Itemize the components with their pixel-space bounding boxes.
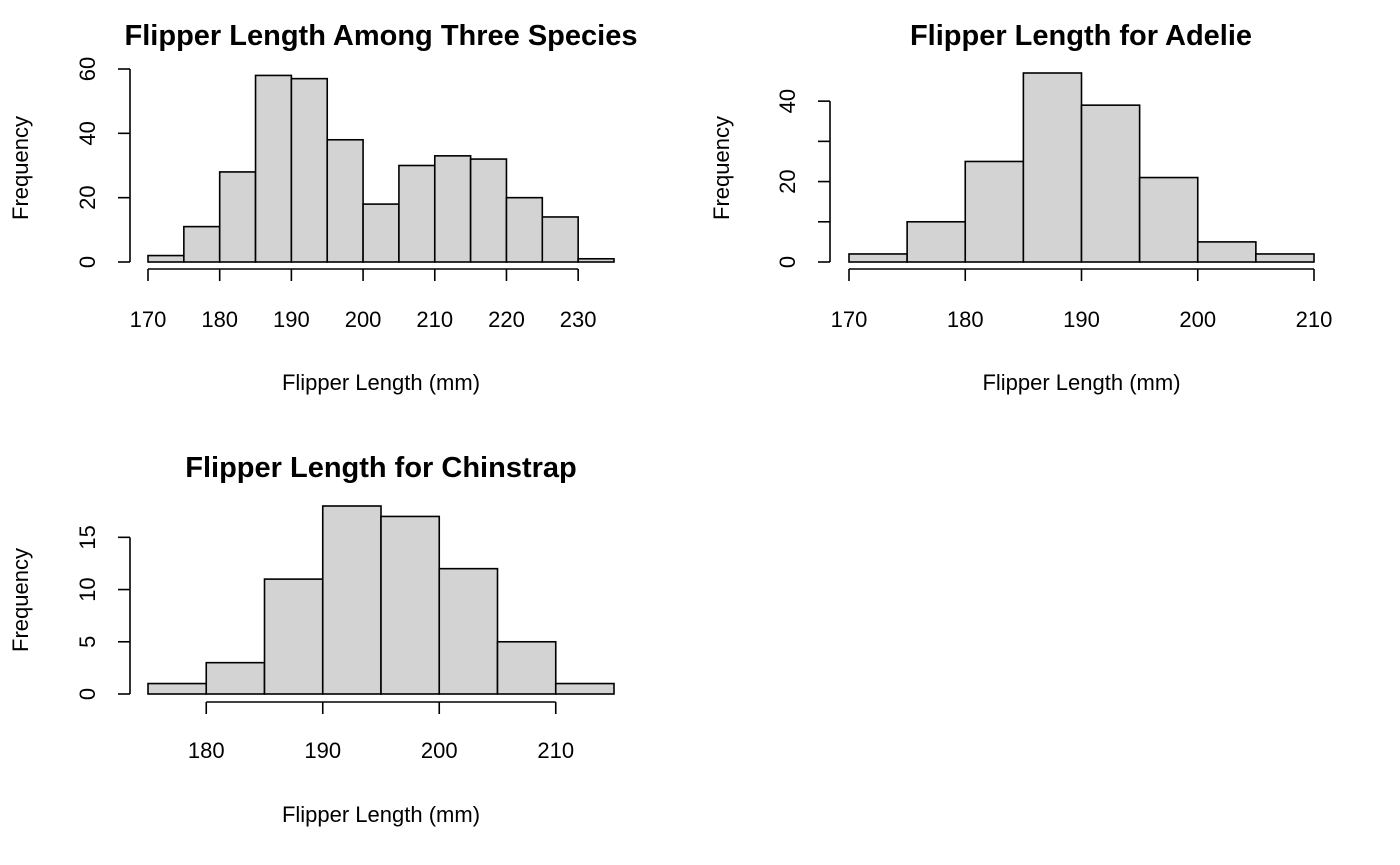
x-tick-label: 200 <box>345 307 382 332</box>
x-tick-label: 180 <box>201 307 238 332</box>
x-tick-label: 220 <box>488 307 525 332</box>
x-tick-label: 210 <box>416 307 453 332</box>
histogram-bar <box>496 640 557 695</box>
histogram-bar <box>380 515 441 695</box>
x-tick-label: 170 <box>130 307 167 332</box>
chart-title: Flipper Length Among Three Species <box>125 20 638 52</box>
histogram-bar <box>147 682 208 695</box>
histogram-bar <box>1022 72 1083 263</box>
histogram-bar <box>848 253 908 263</box>
histogram-bar <box>433 155 472 263</box>
histogram-bar <box>183 225 221 263</box>
y-tick-label: 0 <box>75 256 100 268</box>
y-axis-label: Frequency <box>8 116 33 220</box>
histogram-bar <box>469 158 508 263</box>
y-axis-label: Frequency <box>8 548 33 652</box>
x-axis-label: Flipper Length (mm) <box>982 370 1180 395</box>
histogram-bar <box>1196 241 1257 263</box>
y-tick-label: 5 <box>75 636 100 648</box>
x-tick-label: 190 <box>1063 307 1100 332</box>
x-tick-label: 190 <box>273 307 310 332</box>
histogram-bar <box>398 164 436 263</box>
x-tick-label: 210 <box>1296 307 1333 332</box>
chart-title: Flipper Length for Adelie <box>910 20 1252 52</box>
histogram-bar <box>505 196 544 263</box>
histogram-bar <box>147 254 185 263</box>
x-tick-label: 180 <box>188 738 225 763</box>
y-tick-label: 20 <box>775 169 800 193</box>
x-tick-label: 210 <box>537 738 574 763</box>
x-tick-label: 190 <box>304 738 341 763</box>
histogram-bar <box>1255 253 1315 263</box>
histogram-bar <box>362 203 400 263</box>
histogram-bar <box>1080 104 1141 263</box>
histogram-bar <box>254 74 293 263</box>
y-tick-label: 0 <box>75 688 100 700</box>
histogram-bar <box>1138 176 1199 263</box>
histogram-bar <box>290 77 329 263</box>
histogram-bar <box>263 578 324 695</box>
chart-title: Flipper Length for Chinstrap <box>185 452 577 484</box>
x-tick-label: 200 <box>1179 307 1216 332</box>
y-tick-label: 20 <box>75 185 100 209</box>
histogram-bar <box>438 567 499 695</box>
y-tick-label: 40 <box>775 89 800 113</box>
x-tick-label: 180 <box>947 307 984 332</box>
histogram-bar <box>541 216 579 263</box>
y-tick-label: 0 <box>775 256 800 268</box>
y-tick-label: 15 <box>75 525 100 549</box>
histogram-bar <box>906 220 967 263</box>
histogram-bar <box>964 160 1025 263</box>
histogram-bar <box>205 661 266 695</box>
y-axis-label: Frequency <box>709 116 734 220</box>
histogram-bar <box>321 505 382 695</box>
x-tick-label: 200 <box>421 738 458 763</box>
histogram-bar <box>326 138 364 263</box>
y-tick-label: 60 <box>75 57 100 81</box>
histogram-bar <box>577 257 615 263</box>
x-axis-label: Flipper Length (mm) <box>282 802 480 827</box>
histogram-panel-1: Flipper Length Among Three Species 170 180… <box>8 20 637 395</box>
histogram-bar <box>218 171 257 263</box>
x-tick-label: 170 <box>831 307 868 332</box>
x-tick-label: 230 <box>560 307 597 332</box>
histogram-bar <box>554 682 615 695</box>
x-axis-label: Flipper Length (mm) <box>282 370 480 395</box>
y-tick-label: 40 <box>75 121 100 145</box>
histogram-panel-3: Flipper Length for Chinstrap 180 190 200 210… <box>8 452 615 827</box>
y-tick-label: 10 <box>75 577 100 601</box>
